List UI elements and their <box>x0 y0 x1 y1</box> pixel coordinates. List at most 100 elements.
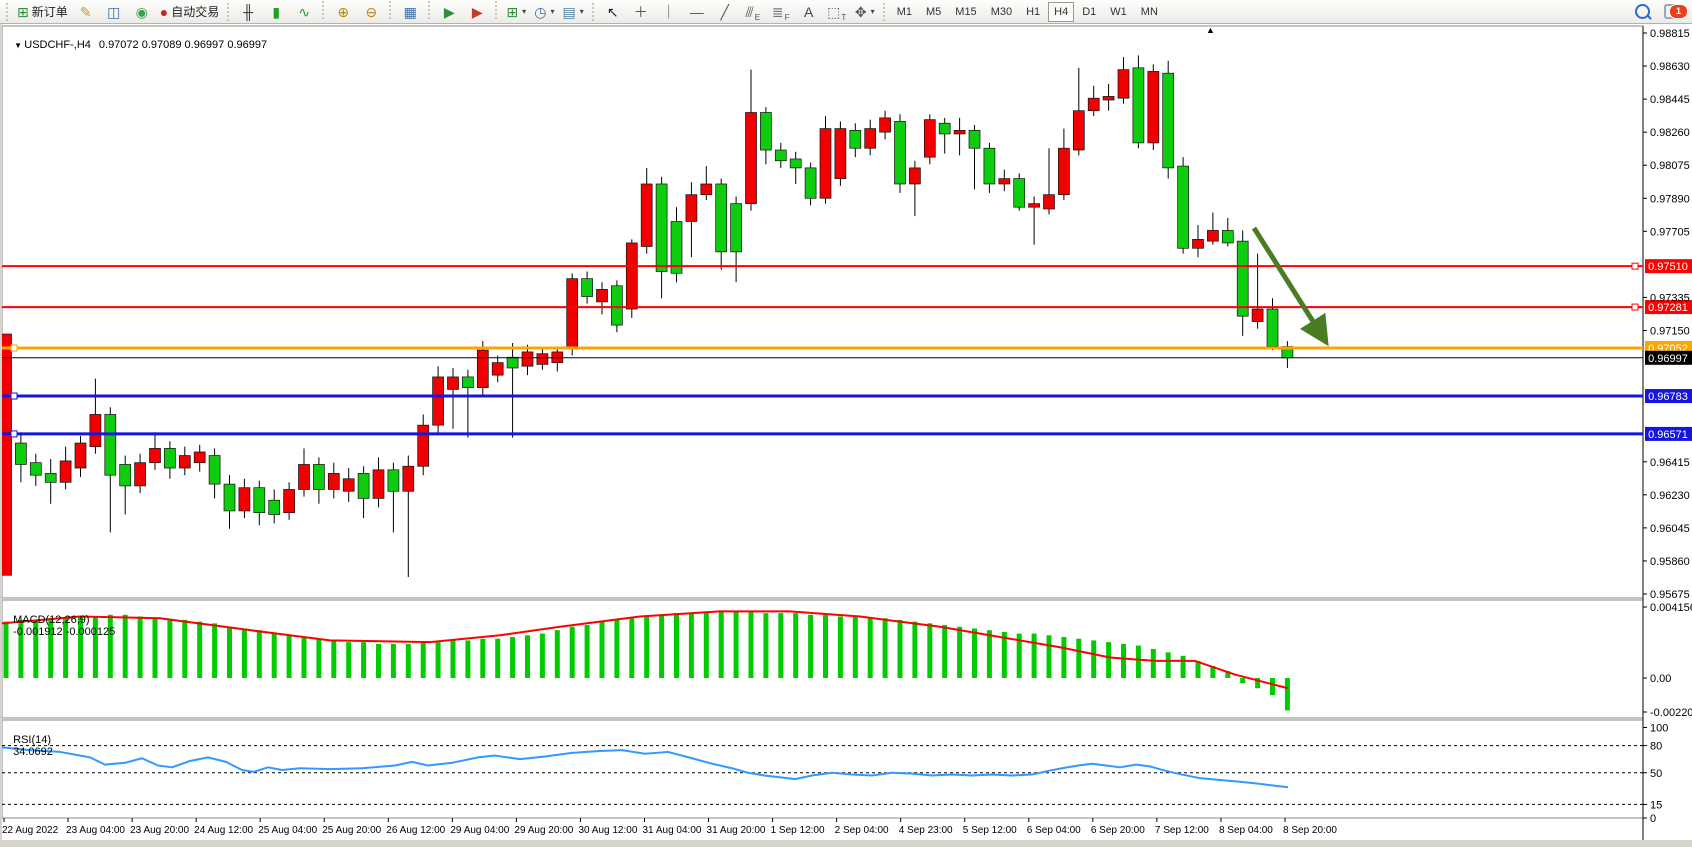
metaeditor-button[interactable]: ✎ <box>72 1 100 23</box>
candle <box>804 167 817 199</box>
macd-histogram-bar <box>718 611 724 678</box>
level-anchor-marker[interactable] <box>1631 303 1639 311</box>
fibonacci-button[interactable]: ≣ F <box>767 1 795 23</box>
window-left-edge <box>0 24 2 840</box>
vertical-line-button[interactable]: ｜ <box>655 1 683 23</box>
autotrading-icon: ● <box>159 3 169 20</box>
timeframe-mn-button[interactable]: MN <box>1140 5 1158 18</box>
candle <box>1102 96 1115 101</box>
timeframe-m15-button[interactable]: M15 <box>955 5 977 18</box>
new-chart-button[interactable]: ⊞ ▾ <box>502 1 530 23</box>
level-price-tag <box>1645 300 1692 315</box>
auto-scroll-button[interactable]: ▶ <box>435 1 463 23</box>
rsi-line <box>1 746 1289 789</box>
cursor-icon: ↖ <box>606 3 619 20</box>
tile-windows-button[interactable]: ▦ <box>396 1 424 23</box>
template-dropdown-caret-icon[interactable]: ▾ <box>579 7 584 16</box>
price-tick-label: 0.95860 <box>1650 556 1690 568</box>
time-axis-label: 25 Aug 20:00 <box>322 825 381 836</box>
macd-histogram-bar <box>1270 678 1275 696</box>
arrows-dropdown-button[interactable]: ✥ ▾ <box>851 1 879 23</box>
rsi-value: 34.0692 <box>13 746 53 758</box>
text-label-button[interactable]: ⬚ T <box>823 1 851 23</box>
level-anchor-marker[interactable] <box>10 392 18 400</box>
chat-button[interactable]: 1 <box>1656 1 1690 23</box>
autotrading-button[interactable]: ● 自动交易 <box>156 1 223 23</box>
timeframe-h1-button[interactable]: H1 <box>1026 5 1041 18</box>
time-axis-label: 24 Aug 12:00 <box>194 825 253 836</box>
bar-chart-button[interactable]: ╫ <box>234 1 262 23</box>
level-anchor-marker[interactable] <box>10 344 18 352</box>
new-order-button[interactable]: ⊞ 新订单 <box>13 1 72 23</box>
time-axis-label: 2 Sep 04:00 <box>835 825 889 836</box>
macd-histogram-bar <box>733 611 739 678</box>
macd-histogram-bar <box>301 637 307 678</box>
candle <box>1087 97 1100 112</box>
candle <box>879 117 891 133</box>
price-tick-label: 0.97150 <box>1650 325 1690 337</box>
candle <box>625 242 638 310</box>
level-anchor-marker[interactable] <box>10 430 18 438</box>
macd-histogram-bar <box>614 619 620 678</box>
macd-histogram-bar <box>1121 643 1126 678</box>
price-tick-label: 0.95675 <box>1650 589 1690 601</box>
candle <box>357 473 370 499</box>
candle <box>700 183 713 196</box>
chart-shift-button[interactable]: ▶ <box>463 1 491 23</box>
crosshair-button[interactable]: ＋ <box>627 1 655 23</box>
timeframe-m30-button[interactable]: M30 <box>990 5 1013 18</box>
rsi-axis-label: 0 <box>1650 813 1656 825</box>
time-axis-label: 8 Sep 04:00 <box>1219 825 1273 836</box>
time-axis-label: 30 Aug 12:00 <box>578 825 637 836</box>
zoom-in-button[interactable]: ⊕ <box>329 1 357 23</box>
line-chart-button[interactable]: ∿ <box>290 1 318 23</box>
candle <box>164 448 176 469</box>
zoom-out-button[interactable]: ⊖ <box>357 1 385 23</box>
new-chart-caret-icon[interactable]: ▾ <box>522 7 527 16</box>
macd-histogram-bar <box>152 618 158 678</box>
timeframe-m1-button[interactable]: M1 <box>896 5 912 18</box>
arrows-dropdown-caret-icon[interactable]: ▾ <box>870 7 875 16</box>
trendline-button[interactable]: ╱ <box>711 1 739 23</box>
timeframe-m5-button[interactable]: M5 <box>926 5 942 18</box>
macd-histogram-bar <box>659 614 665 678</box>
candle <box>15 442 27 465</box>
candle <box>715 183 728 253</box>
search-button[interactable] <box>1628 1 1656 23</box>
new-order-label: 新订单 <box>31 5 68 19</box>
macd-histogram-bar <box>1061 637 1067 678</box>
macd-values: -0.001912 -0.000125 <box>13 626 116 638</box>
timeframe-d1-button[interactable]: D1 <box>1082 5 1097 18</box>
period-dropdown-caret-icon[interactable]: ▾ <box>550 7 555 16</box>
price-tick-label: 0.96415 <box>1650 457 1690 469</box>
symbol-dropdown-icon[interactable]: ▼ <box>14 41 25 50</box>
signals-button[interactable]: ◉ <box>128 1 156 23</box>
horizontal-line-button[interactable]: — <box>683 1 711 23</box>
down-arrow-annotation[interactable] <box>1251 226 1329 347</box>
macd-pane <box>1 599 1644 719</box>
macd-histogram-bar <box>1210 666 1216 678</box>
fibonacci-sub-label: F <box>784 12 790 22</box>
level-anchor-marker[interactable] <box>1631 262 1639 270</box>
timeframe-h4-button[interactable]: H4 <box>1048 1 1075 22</box>
timeframe-w1-button[interactable]: W1 <box>1110 5 1127 18</box>
macd-histogram-bar <box>1180 655 1186 678</box>
text-button[interactable]: A <box>795 1 823 23</box>
macd-histogram-bar <box>882 618 888 678</box>
equidistant-channel-button[interactable]: ⫻ E <box>739 1 767 23</box>
time-axis-label: 23 Aug 04:00 <box>66 825 125 836</box>
level-price-text: 0.96571 <box>1648 429 1688 441</box>
macd-histogram-bar <box>33 619 39 678</box>
cursor-button[interactable]: ↖ <box>599 1 627 23</box>
signals-icon: ◉ <box>135 3 148 20</box>
period-dropdown-button[interactable]: ◷ ▾ <box>530 1 558 23</box>
candlestick-chart-button[interactable]: ▮ <box>262 1 290 23</box>
candle <box>536 353 549 365</box>
template-dropdown-button[interactable]: ▤ ▾ <box>558 1 587 23</box>
price-tick-label: 0.98445 <box>1650 94 1690 106</box>
candle <box>0 333 12 576</box>
level-price-tag <box>1645 389 1692 404</box>
tile-windows-icon: ▦ <box>403 3 417 20</box>
market-watch-button[interactable]: ◫ <box>100 1 128 23</box>
